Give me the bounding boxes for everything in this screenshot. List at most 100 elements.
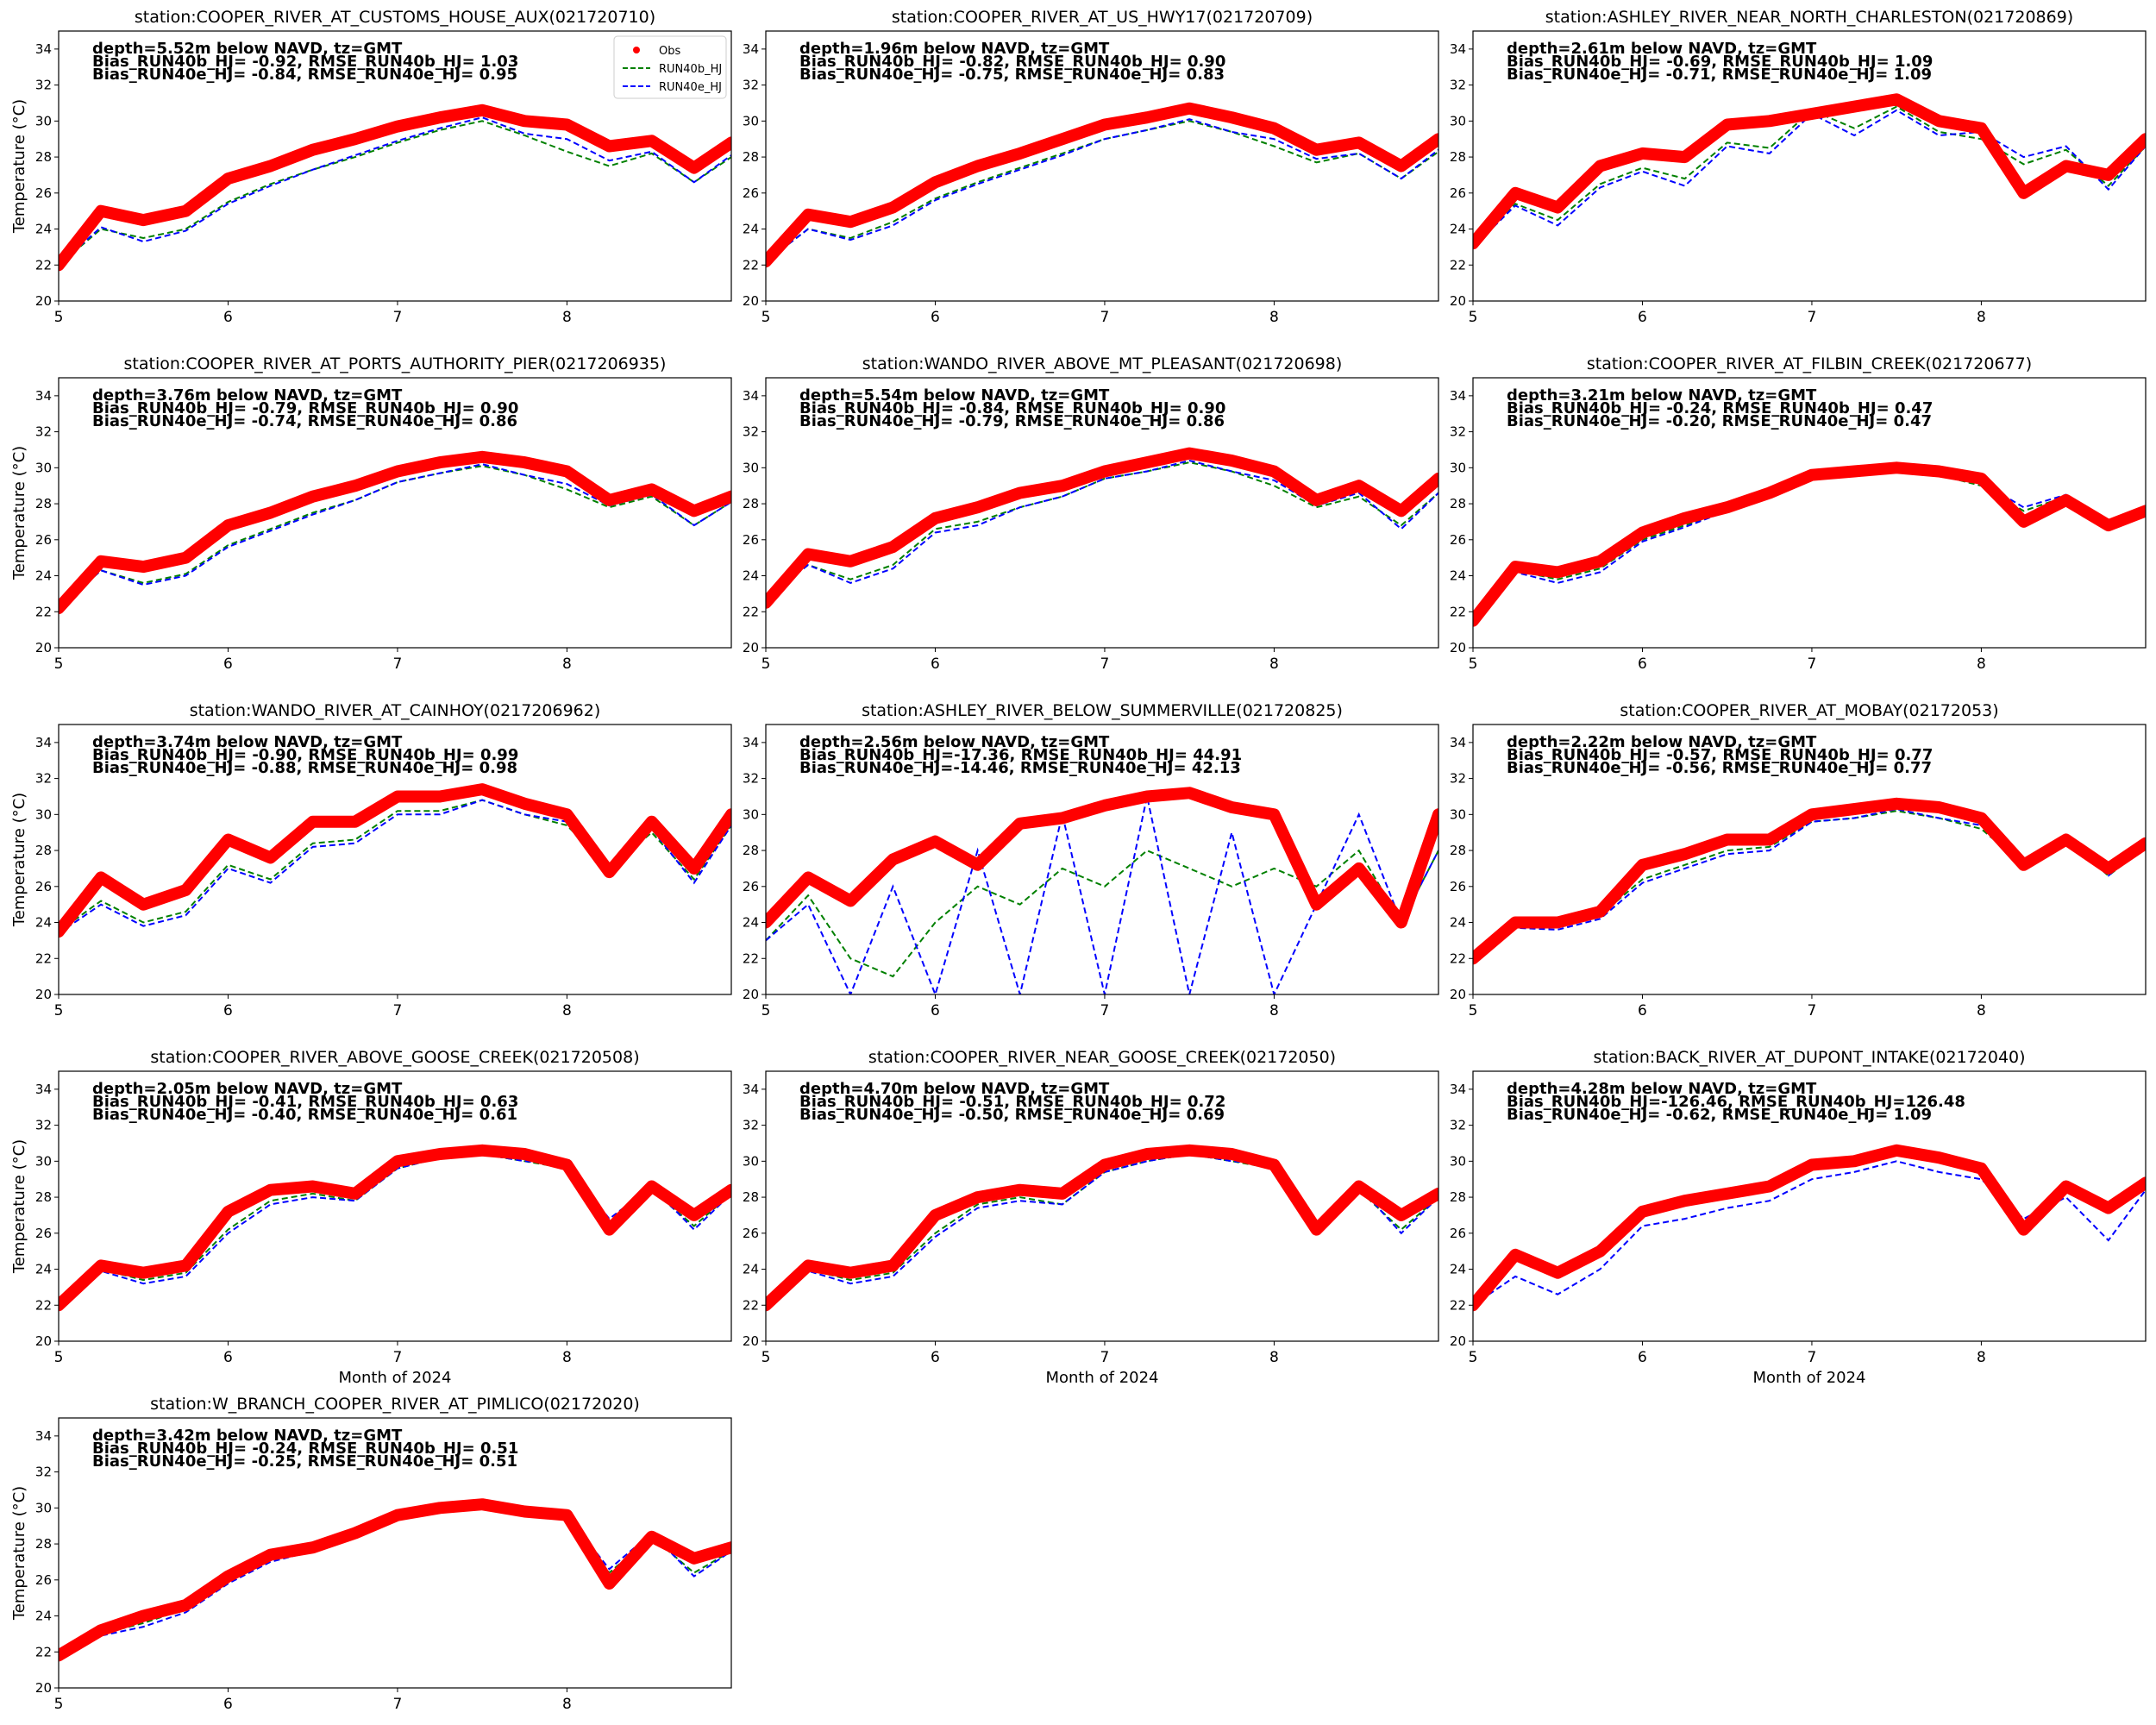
obs-point xyxy=(1851,103,1858,110)
obs-point xyxy=(182,1602,190,1609)
x-tick-label: 7 xyxy=(1808,309,1817,326)
stat-line: Bias_RUN40e_HJ= -0.20, RMSE_RUN40e_HJ= 0… xyxy=(1507,412,1932,430)
stat-line: Bias_RUN40e_HJ= -0.56, RMSE_RUN40e_HJ= 0… xyxy=(1507,759,1932,777)
stat-line: depth=5.52m below NAVD, tz=GMT xyxy=(92,40,403,58)
obs-point xyxy=(97,874,105,881)
series-obs-line xyxy=(59,783,731,938)
obs-point xyxy=(931,1211,939,1219)
obs-point xyxy=(1554,919,1562,926)
obs-point xyxy=(182,887,190,894)
series-obs-line xyxy=(1473,797,2146,965)
obs-point xyxy=(974,162,981,170)
panel-title: station:BACK_RIVER_AT_DUPONT_INTAKE(0217… xyxy=(1593,1048,2025,1067)
panel-13: station:W_BRANCH_COOPER_RIVER_AT_PIMLICO… xyxy=(10,1395,732,1713)
obs-point xyxy=(59,261,62,269)
obs-point xyxy=(847,218,855,226)
stat-line: depth=2.05m below NAVD, tz=GMT xyxy=(92,1080,403,1098)
y-tick-label: 30 xyxy=(1450,113,1466,129)
y-tick-label: 20 xyxy=(743,293,759,309)
panel-1: station:COOPER_RIVER_AT_CUSTOMS_HOUSE_AU… xyxy=(10,8,732,326)
y-tick-label: 28 xyxy=(1450,149,1466,165)
plot-area xyxy=(766,102,1438,268)
obs-point xyxy=(1058,482,1066,490)
obs-point xyxy=(182,207,190,215)
obs-point xyxy=(1554,568,1562,576)
y-tick-label: 26 xyxy=(743,879,759,894)
y-tick-label: 24 xyxy=(35,222,52,237)
obs-point xyxy=(847,897,855,905)
obs-point xyxy=(1435,811,1438,819)
stat-line: Bias_RUN40e_HJ= -0.79, RMSE_RUN40e_HJ= 0… xyxy=(799,412,1225,430)
obs-point xyxy=(1016,1186,1024,1194)
series-obs-line xyxy=(59,1144,731,1312)
obs-point xyxy=(309,818,317,825)
obs-point xyxy=(728,492,731,500)
y-tick-label: 22 xyxy=(1450,950,1466,966)
series-obs-line xyxy=(59,1498,731,1662)
stat-line: depth=4.70m below NAVD, tz=GMT xyxy=(799,1080,1110,1098)
y-tick-label: 28 xyxy=(743,843,759,858)
y-tick-label: 32 xyxy=(1450,1118,1466,1133)
x-tick-label: 7 xyxy=(1100,1349,1110,1366)
obs-point xyxy=(2020,518,2028,525)
obs-point xyxy=(1681,1197,1689,1205)
y-tick-label: 34 xyxy=(35,1428,52,1444)
obs-point xyxy=(690,164,698,172)
obs-point xyxy=(931,837,939,845)
obs-point xyxy=(690,1211,698,1219)
y-tick-label: 20 xyxy=(1450,293,1466,309)
y-tick-label: 28 xyxy=(1450,1189,1466,1205)
x-tick-label: 5 xyxy=(54,1002,64,1019)
x-tick-label: 6 xyxy=(223,656,233,673)
obs-point xyxy=(2020,861,2028,869)
obs-point xyxy=(690,1554,698,1562)
y-tick-label: 26 xyxy=(1450,185,1466,201)
obs-point xyxy=(479,1146,486,1154)
stat-line: Bias_RUN40b_HJ= -0.90, RMSE_RUN40b_HJ= 0… xyxy=(92,746,518,764)
x-tick-label: 6 xyxy=(931,1002,940,1019)
obs-point xyxy=(1935,804,1943,811)
obs-point xyxy=(1016,149,1024,157)
obs-point xyxy=(1765,489,1773,497)
obs-point xyxy=(1016,489,1024,497)
y-tick-label: 32 xyxy=(743,78,759,93)
y-tick-label: 24 xyxy=(743,1262,759,1277)
obs-point xyxy=(1473,617,1476,624)
x-tick-label: 5 xyxy=(761,656,771,673)
axes-frame xyxy=(765,30,1439,302)
stat-line: depth=1.96m below NAVD, tz=GMT xyxy=(799,40,1110,58)
panel-11: station:COOPER_RIVER_NEAR_GOOSE_CREEK(02… xyxy=(743,1048,1439,1387)
plot-area xyxy=(766,787,1438,994)
obs-point xyxy=(1554,1269,1562,1276)
series-run40e-line xyxy=(766,459,1438,599)
series-run40b-line xyxy=(59,1152,731,1307)
y-tick-label: 20 xyxy=(743,1333,759,1349)
panel-title: station:COOPER_RIVER_AT_MOBAY(02172053) xyxy=(1620,701,1998,720)
y-tick-label: 24 xyxy=(743,915,759,931)
obs-point xyxy=(1473,1302,1476,1309)
stat-line: depth=5.54m below NAVD, tz=GMT xyxy=(799,386,1110,405)
obs-point xyxy=(766,1302,769,1309)
obs-point xyxy=(648,818,655,825)
obs-point xyxy=(2020,1226,2028,1233)
obs-point xyxy=(728,811,731,819)
y-tick-label: 26 xyxy=(35,185,52,201)
obs-point xyxy=(1935,467,1943,475)
obs-point xyxy=(1851,1157,1858,1165)
y-tick-label: 34 xyxy=(1450,41,1466,57)
x-tick-label: 7 xyxy=(1100,309,1110,326)
obs-point xyxy=(563,811,571,819)
obs-point xyxy=(1851,806,1858,813)
y-tick-label: 34 xyxy=(1450,388,1466,404)
obs-point xyxy=(393,793,401,800)
obs-point xyxy=(1893,800,1901,807)
plot-area xyxy=(766,447,1438,609)
panel-title: station:COOPER_RIVER_AT_FILBIN_CREEK(021… xyxy=(1587,354,2032,373)
obs-point xyxy=(521,800,529,807)
obs-point xyxy=(1893,96,1901,104)
obs-point xyxy=(1186,789,1194,797)
y-tick-label: 24 xyxy=(35,915,52,931)
obs-point xyxy=(309,492,317,500)
series-run40e-line xyxy=(59,799,731,934)
